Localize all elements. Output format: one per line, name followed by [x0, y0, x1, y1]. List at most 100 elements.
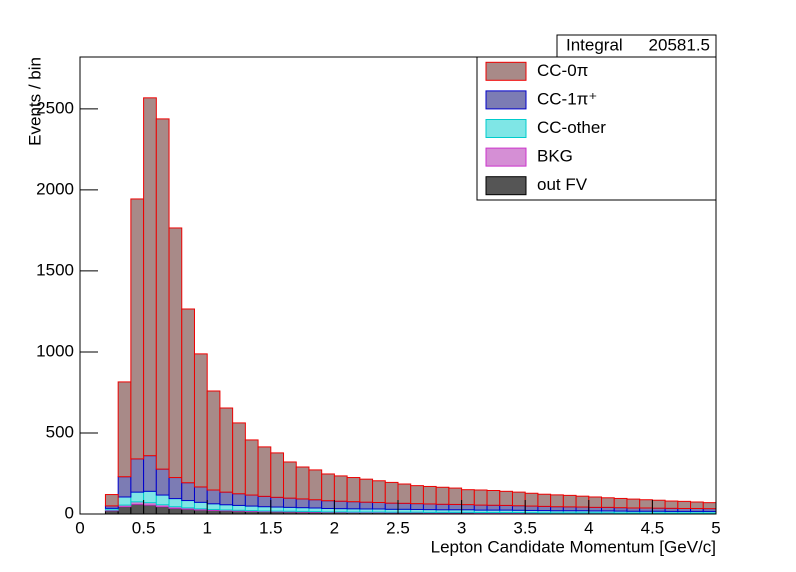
histogram-bar — [283, 461, 297, 499]
x-axis-title: Lepton Candidate Momentum [GeV/c] — [431, 537, 716, 556]
histogram-bar — [422, 485, 437, 505]
y-tick-label: 500 — [46, 422, 74, 441]
histogram-bar — [499, 490, 513, 506]
legend-swatch — [485, 61, 527, 81]
x-tick-label: 5 — [711, 518, 720, 537]
histogram-bar — [168, 227, 183, 479]
histogram-bar — [130, 503, 145, 515]
histogram-bar — [550, 494, 564, 508]
x-tick-label: 3.5 — [513, 518, 537, 537]
histogram-bar — [193, 353, 208, 488]
histogram-bar — [232, 493, 246, 506]
histogram-bar — [168, 498, 183, 508]
histogram-bar — [308, 469, 323, 501]
histogram-bar — [448, 503, 463, 511]
histogram-bar — [219, 407, 234, 493]
histogram-bar — [346, 501, 361, 510]
histogram-bar — [219, 491, 234, 506]
legend-swatch — [485, 90, 527, 110]
histogram-bar — [181, 482, 195, 502]
histogram-bar — [257, 495, 272, 508]
histogram-bar — [143, 455, 157, 492]
histogram-bar — [410, 503, 424, 510]
histogram-bar — [295, 466, 310, 500]
histogram-bar — [130, 458, 145, 493]
x-tick-label: 1 — [202, 518, 211, 537]
histogram-bar — [511, 491, 526, 507]
histogram-bar — [181, 500, 195, 509]
histogram-bar — [550, 506, 564, 512]
histogram-bar — [690, 501, 704, 509]
y-tick-label: 0 — [65, 503, 74, 522]
histogram-bar — [435, 486, 450, 505]
histogram-bar — [219, 504, 234, 511]
histogram-bar — [117, 496, 132, 506]
histogram-bar — [295, 507, 310, 512]
histogram-bar — [613, 507, 628, 512]
histogram-bar — [257, 446, 272, 497]
histogram-bar — [244, 494, 259, 507]
histogram-bar — [359, 501, 374, 510]
histogram-bar — [359, 478, 374, 503]
histogram-bar — [384, 481, 399, 504]
histogram-bar — [524, 505, 539, 511]
histogram-bar — [384, 502, 399, 510]
histogram-bar — [155, 494, 170, 506]
y-tick-label: 1000 — [36, 341, 74, 360]
histogram-bar — [283, 497, 297, 508]
x-tick-label: 0.5 — [132, 518, 156, 537]
histogram-bar — [244, 505, 259, 512]
histogram-bar — [117, 381, 132, 478]
histogram-bar — [155, 468, 170, 496]
legend-label: BKG — [537, 147, 573, 166]
histogram-bar — [257, 506, 272, 512]
x-tick-label: 2 — [330, 518, 339, 537]
histogram-bar — [702, 502, 717, 510]
stats-value: 20581.5 — [649, 35, 710, 54]
histogram-bar — [461, 504, 475, 511]
histogram-bar — [155, 118, 170, 470]
histogram-bar — [524, 492, 539, 507]
legend-swatch — [485, 119, 527, 138]
histogram-bar — [511, 505, 526, 511]
histogram-bar — [130, 491, 145, 503]
histogram-bar — [206, 489, 221, 505]
histogram-bar — [143, 97, 157, 457]
histogram-bar — [677, 500, 692, 509]
legend-label: CC-1π⁺ — [537, 89, 597, 108]
histogram-bar — [308, 507, 323, 513]
histogram-bar — [206, 509, 221, 515]
histogram-bar — [664, 500, 679, 509]
histogram-bar — [397, 483, 412, 504]
histogram-bar — [372, 501, 386, 510]
histogram-bar — [537, 493, 552, 507]
x-tick-label: 4.5 — [641, 518, 665, 537]
histogram-bar — [295, 498, 310, 509]
histogram-bar — [422, 503, 437, 511]
histogram-bar — [435, 503, 450, 511]
histogram-bar — [283, 506, 297, 512]
legend-swatch — [485, 147, 527, 167]
histogram-bar — [193, 486, 208, 503]
x-tick-label: 2.5 — [386, 518, 410, 537]
histogram-bar — [588, 506, 603, 512]
histogram-bar — [193, 509, 208, 515]
histogram-bar — [613, 497, 628, 509]
histogram-bar — [486, 504, 501, 511]
histogram-bar — [168, 477, 183, 500]
histogram-bar — [486, 490, 501, 506]
histogram-bar — [206, 503, 221, 510]
histogram-bar — [651, 499, 666, 509]
legend-label: CC-0π — [537, 61, 588, 80]
legend-swatch — [485, 176, 527, 196]
y-tick-label: 1500 — [36, 260, 74, 279]
histogram-bar — [232, 422, 246, 495]
y-axis-title: Events / bin — [25, 57, 44, 146]
histogram-bar — [499, 504, 513, 511]
histogram-bar — [448, 487, 463, 505]
histogram-bar — [244, 439, 259, 496]
histogram-bar — [372, 480, 386, 503]
histogram-bar — [181, 508, 195, 515]
histogram-bar — [104, 494, 119, 507]
